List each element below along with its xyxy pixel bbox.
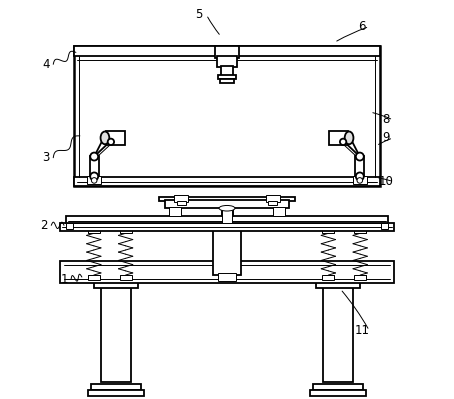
Text: 4: 4 <box>42 58 50 71</box>
Bar <box>213 229 241 275</box>
Bar <box>87 176 101 184</box>
Bar <box>218 273 236 281</box>
Text: 5: 5 <box>196 8 203 21</box>
Ellipse shape <box>219 205 235 211</box>
Text: 9: 9 <box>382 131 390 144</box>
Bar <box>217 56 237 67</box>
Bar <box>60 223 394 231</box>
Text: 8: 8 <box>382 113 390 126</box>
Bar <box>101 277 131 382</box>
Bar <box>91 383 141 389</box>
Bar <box>106 131 125 144</box>
Text: 2: 2 <box>40 219 48 232</box>
Ellipse shape <box>100 132 109 144</box>
Bar <box>222 207 232 223</box>
Text: 11: 11 <box>355 324 370 337</box>
Bar <box>322 229 334 233</box>
Bar <box>165 200 289 208</box>
Bar <box>266 195 280 202</box>
Bar <box>313 383 363 389</box>
Bar <box>268 201 277 205</box>
Circle shape <box>91 178 97 183</box>
Bar <box>66 216 388 223</box>
Bar <box>221 66 233 77</box>
Bar <box>120 229 132 233</box>
Bar <box>74 177 380 186</box>
Bar <box>329 131 348 144</box>
Bar <box>320 273 357 281</box>
Circle shape <box>356 172 364 180</box>
Bar <box>353 176 367 184</box>
Ellipse shape <box>345 132 354 144</box>
Bar <box>218 75 236 79</box>
Bar <box>94 281 138 288</box>
Bar <box>120 275 132 280</box>
Circle shape <box>356 152 364 160</box>
Bar <box>381 223 388 229</box>
Text: 3: 3 <box>42 151 50 164</box>
Text: 6: 6 <box>359 20 366 33</box>
Circle shape <box>340 139 346 145</box>
Circle shape <box>90 172 98 180</box>
Bar <box>97 273 134 281</box>
Circle shape <box>357 178 363 183</box>
Bar <box>159 197 295 201</box>
Bar <box>88 275 100 280</box>
Bar <box>322 275 334 280</box>
Bar <box>74 46 380 186</box>
Bar <box>220 79 234 83</box>
Text: 10: 10 <box>379 175 394 188</box>
Bar <box>88 389 143 395</box>
Bar <box>60 261 394 283</box>
Bar <box>215 46 239 57</box>
Circle shape <box>90 152 98 160</box>
Bar <box>169 207 181 216</box>
Bar <box>273 207 285 216</box>
Bar <box>90 156 99 178</box>
Bar <box>221 207 233 216</box>
Bar <box>354 229 366 233</box>
Bar <box>177 201 186 205</box>
Bar <box>355 156 364 178</box>
Bar <box>354 275 366 280</box>
Bar <box>74 46 380 56</box>
Bar <box>316 281 360 288</box>
Bar <box>66 223 73 229</box>
Text: 1: 1 <box>60 273 68 286</box>
Circle shape <box>108 139 114 145</box>
Bar <box>323 277 353 382</box>
Bar <box>88 229 100 233</box>
Bar <box>311 389 366 395</box>
Bar <box>174 195 188 202</box>
Bar <box>216 223 238 229</box>
